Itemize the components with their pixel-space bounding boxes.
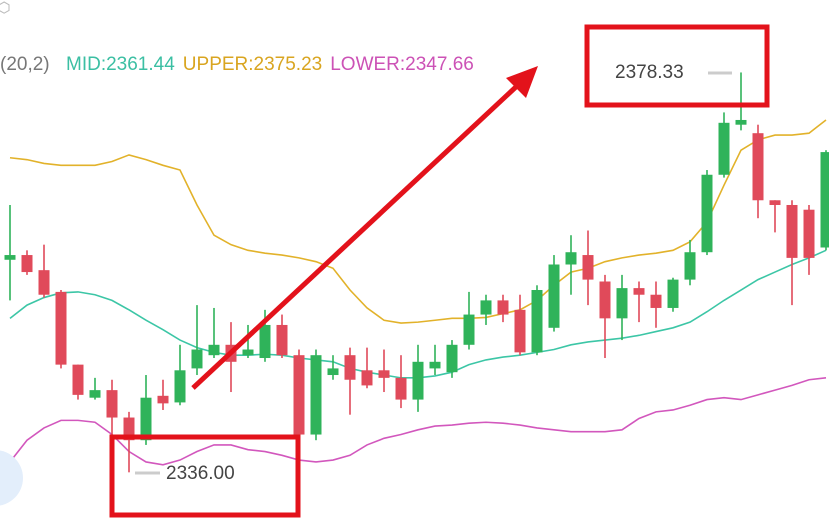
candle-body	[769, 200, 781, 205]
candle-body	[72, 364, 84, 395]
candle-body	[582, 255, 594, 280]
candle-body	[701, 174, 713, 253]
candle-body	[650, 294, 662, 308]
candle-body	[446, 344, 458, 373]
candle-body	[480, 300, 492, 315]
candle-body	[531, 290, 543, 353]
arrow	[191, 83, 520, 390]
annotation: 2336.00	[166, 463, 235, 484]
candle-body	[21, 255, 33, 273]
highlight-box	[584, 24, 770, 108]
candle-body	[55, 291, 67, 365]
corner-button[interactable]	[0, 450, 23, 506]
candle-body	[429, 361, 441, 369]
candle-body	[4, 255, 16, 260]
candle-body	[463, 314, 475, 345]
candle-body	[548, 264, 560, 328]
candle-body	[667, 279, 679, 308]
legend-entry: MID:2361.44	[66, 54, 175, 75]
legend-entry: LOWER:2347.66	[330, 54, 474, 75]
candle-body	[174, 370, 186, 403]
candle-body	[38, 270, 50, 295]
candle-body	[565, 252, 577, 265]
candle-body	[242, 349, 254, 356]
band-line	[9, 377, 827, 466]
candle-body	[684, 252, 696, 280]
candle-body	[735, 119, 747, 125]
candle-body	[599, 281, 611, 319]
candle-body	[395, 377, 407, 400]
annotation: 2378.33	[615, 62, 684, 83]
candle-body	[633, 288, 645, 295]
arrow-head	[506, 66, 538, 98]
candle-body	[786, 204, 798, 258]
candle-body	[752, 133, 764, 201]
candle-body	[361, 370, 373, 386]
candle-body	[293, 355, 305, 435]
candle-body	[327, 368, 339, 376]
candle-body	[820, 152, 829, 248]
candle-body	[191, 349, 203, 369]
indicator-label: (20,2)	[0, 54, 50, 75]
candle-body	[514, 309, 526, 353]
candle-body	[344, 355, 356, 380]
candle-body	[718, 122, 730, 175]
candle-body	[106, 390, 118, 418]
candle-body	[412, 361, 424, 400]
candle-body	[208, 344, 220, 356]
candle-body	[89, 390, 101, 398]
candle-body	[497, 300, 509, 315]
candle-body	[259, 324, 271, 359]
legend-entry: UPPER:2375.23	[183, 54, 322, 75]
candle-body	[123, 417, 135, 441]
candle-body	[803, 209, 815, 258]
candle-body	[378, 370, 390, 378]
candle-body	[310, 355, 322, 435]
icon	[0, 1, 10, 14]
candles	[4, 72, 829, 473]
candle-body	[276, 324, 288, 356]
candle-body	[140, 397, 152, 441]
highlight-box	[109, 434, 301, 518]
candle-body	[616, 288, 628, 319]
legend: (20,2) MID:2361.44 UPPER:2375.23 LOWER:234…	[0, 54, 474, 75]
bands	[9, 119, 827, 466]
candle-body	[157, 395, 169, 404]
